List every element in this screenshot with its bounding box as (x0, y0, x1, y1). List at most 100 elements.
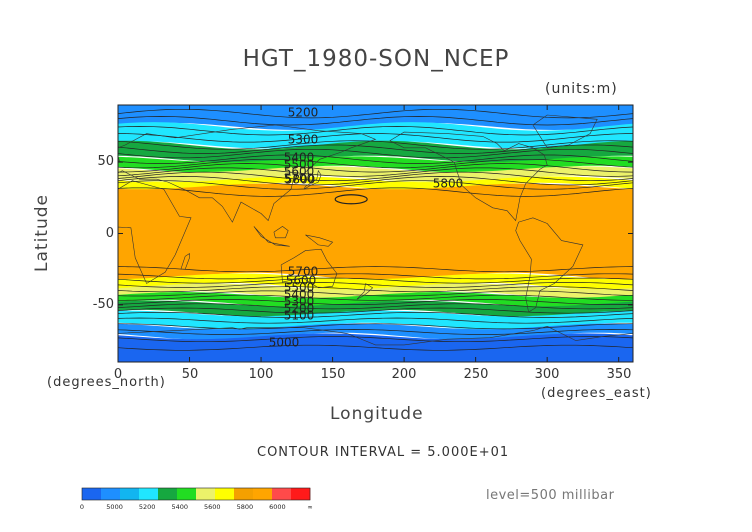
contour-interval-text: CONTOUR INTERVAL = 5.000E+01 (257, 445, 510, 460)
colorbar-swatch (291, 488, 311, 500)
coastline (280, 248, 338, 289)
colorbar-swatch (196, 488, 216, 500)
colorbar-label: 5800 (237, 503, 254, 511)
contour-line (118, 163, 633, 173)
color-band (118, 323, 633, 340)
contour-label: 5600 (284, 165, 315, 179)
coastline (389, 131, 548, 222)
colorbar-swatch (158, 488, 178, 500)
x-tick-label: 200 (391, 367, 417, 382)
color-band (118, 176, 633, 190)
coastline (515, 217, 584, 313)
colorbar-swatch (82, 488, 102, 500)
colorbar-label: 6000 (269, 503, 286, 511)
contour-label: 5500 (284, 281, 315, 295)
contour-label: 5500 (284, 158, 315, 172)
contour-line (118, 148, 633, 159)
coastline (303, 169, 322, 190)
coastline (273, 226, 289, 239)
colorbar-label: 5200 (139, 503, 156, 511)
contour-line (118, 294, 633, 301)
x-tick-label: 250 (463, 367, 489, 382)
contour-line (118, 171, 633, 182)
contour-line (118, 303, 633, 310)
contour-lines (118, 108, 633, 351)
color-band (118, 105, 633, 130)
contour-line (118, 116, 633, 126)
coastline (118, 325, 633, 346)
y-axis-units: (degrees_north) (47, 375, 166, 390)
coastline (253, 226, 290, 247)
contour-line (118, 180, 633, 190)
x-tick-label: 100 (248, 367, 274, 382)
contour-line (118, 176, 633, 186)
x-axis-units: (degrees_east) (541, 386, 652, 401)
coastline (532, 114, 598, 149)
coastline (305, 234, 334, 247)
y-tick-label: 0 (105, 226, 114, 241)
contour-line (118, 299, 633, 305)
contour-line (118, 336, 633, 343)
coastline (180, 252, 190, 270)
coastline (118, 180, 192, 284)
contour-label: 5200 (288, 106, 319, 120)
y-axis-label: Latitude (32, 194, 52, 272)
color-band (118, 273, 633, 290)
coastline (118, 124, 377, 223)
chart-title: HGT_1980-SON_NCEP (242, 46, 510, 72)
colorbar-swatch (272, 488, 292, 500)
colorbar-swatch (253, 488, 273, 500)
contour-line (118, 187, 633, 197)
x-tick-label: 300 (534, 367, 560, 382)
x-tick-label: 150 (320, 367, 346, 382)
colorbar-label: 5000 (106, 503, 123, 511)
colorbar-swatch (177, 488, 197, 500)
contour-line (118, 281, 633, 288)
contour-line (334, 194, 368, 205)
x-axis-label: Longitude (330, 404, 424, 424)
contour-line (118, 167, 633, 177)
color-band (118, 283, 633, 299)
contour-line (118, 158, 633, 169)
coastline (356, 283, 374, 300)
contour-line (118, 329, 633, 335)
contour-line (118, 323, 633, 330)
colorbar-label: ∞ (307, 503, 312, 511)
x-tick-label: 0 (113, 367, 123, 382)
contour-line (118, 307, 633, 314)
colorbar-swatch (120, 488, 140, 500)
contour-line (118, 290, 633, 297)
contour-label: 5200 (284, 302, 315, 316)
coastlines (118, 114, 633, 346)
x-tick-label: 50 (181, 367, 199, 382)
contour-label: 5700 (284, 172, 315, 186)
contour-line (118, 266, 633, 273)
contour-label: 5800 (285, 173, 316, 187)
colorbar-frame (81, 487, 311, 501)
color-band (118, 300, 633, 317)
color-band (118, 183, 633, 280)
contour-label: 5700 (288, 265, 319, 279)
contour-label: 5100 (284, 309, 315, 323)
units-label: (units:m) (545, 81, 618, 97)
contour-label: 5000 (269, 336, 300, 350)
contour-line (118, 108, 633, 119)
contour-line (118, 317, 633, 324)
contour-line (118, 144, 633, 154)
contour-label: 5600 (286, 274, 317, 288)
colorbar-label: 0 (80, 503, 84, 511)
y-tick-label: 50 (97, 154, 114, 169)
x-tick-label: 350 (606, 367, 632, 382)
contour-line (118, 344, 633, 351)
level-text: level=500 millibar (486, 488, 615, 503)
y-tick-label: -50 (92, 297, 114, 312)
contour-line (118, 140, 633, 150)
contour-label: 5400 (284, 151, 315, 165)
contour-line (118, 311, 633, 318)
color-band (118, 310, 633, 330)
contour-line (118, 273, 633, 280)
colorbar-swatch (101, 488, 121, 500)
contour-line (118, 126, 633, 136)
contour-line (118, 286, 633, 293)
